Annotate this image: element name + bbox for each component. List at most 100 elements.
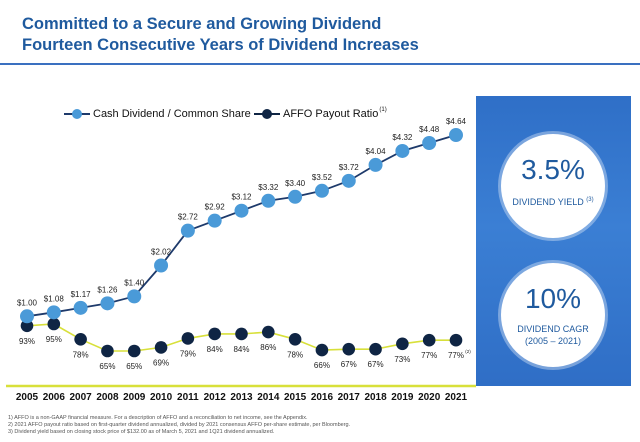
- x-tick-label: 2018: [364, 392, 387, 403]
- payout-point: [369, 342, 382, 356]
- dividend-series: $1.00 $1.08 $1.17 $1.26 $1.40 $2.02 $2.72 $2.92…: [17, 117, 467, 324]
- dividend-data-label: $4.64: [446, 117, 467, 126]
- payout-point: [262, 325, 275, 339]
- dividend-point: [207, 213, 222, 228]
- dividend-point: [127, 289, 142, 304]
- payout-data-label: 86%: [260, 343, 276, 352]
- x-axis: 2005 2006 2007 2008 2009 2010 2011 2012 2013 2014…: [6, 384, 476, 403]
- payout-point: [288, 333, 302, 346]
- payout-legend-symbol: [254, 109, 280, 119]
- payout-point: [342, 342, 356, 356]
- payout-point: [396, 337, 409, 351]
- payout-point: [181, 332, 195, 345]
- dividend-point: [20, 309, 34, 324]
- dividend-data-label: $1.00: [17, 298, 38, 307]
- payout-data-label: 78%: [287, 350, 303, 359]
- payout-data-label: 93%: [19, 337, 35, 346]
- footnote-3: 3) Dividend yield based on closing stock…: [8, 429, 275, 435]
- payout-footnote-marker: (2): [465, 349, 471, 354]
- dividend-data-label: $1.40: [124, 278, 145, 287]
- dividend-point: [261, 193, 276, 208]
- dividend-point: [234, 203, 249, 218]
- payout-data-label: 66%: [314, 361, 330, 370]
- x-tick-label: 2016: [311, 392, 334, 403]
- dividend-point: [449, 128, 463, 143]
- x-tick-label: 2005: [16, 392, 39, 403]
- dividend-data-label: $4.32: [392, 133, 413, 142]
- dividend-data-label: $3.40: [285, 179, 306, 188]
- x-tick-label: 2014: [257, 392, 280, 403]
- dividend-data-label: $3.32: [258, 183, 279, 192]
- dividend-point: [314, 183, 329, 198]
- x-tick-label: 2013: [230, 392, 253, 403]
- x-tick-label: 2011: [177, 392, 199, 403]
- payout-data-label: 67%: [368, 360, 384, 369]
- kpi-yield-label: DIVIDEND YIELD (3): [512, 197, 594, 207]
- kpi-dividend-cagr: 10% DIVIDEND CAGR (2005 – 2021): [501, 263, 605, 367]
- dividend-line: [26, 134, 457, 318]
- payout-point: [315, 343, 329, 357]
- dividend-data-label: $2.72: [178, 213, 199, 222]
- payout-point: [154, 341, 168, 354]
- footnote-2: 2) 2021 AFFO payout ratio based on first…: [8, 422, 351, 428]
- payout-data-label: 69%: [153, 358, 169, 367]
- payout-point: [20, 319, 34, 333]
- x-tick-label: 2020: [418, 392, 441, 403]
- legend-payout-footnote: (1): [379, 107, 387, 113]
- payout-data-label: 65%: [99, 362, 115, 371]
- x-tick-label: 2017: [338, 392, 361, 403]
- payout-data-label: 77%: [421, 351, 437, 360]
- payout-series: 93% 95% 78% 65% 65% 69% 79% 84% 84% 86% 78% 66% 67% 6…: [19, 317, 471, 371]
- x-tick-label: 2015: [284, 392, 307, 403]
- kpi-yield-footnote: (3): [586, 197, 594, 203]
- dividend-data-label: $2.02: [151, 248, 172, 257]
- payout-data-label: 84%: [233, 345, 249, 354]
- payout-point: [422, 333, 436, 347]
- dividend-point: [73, 300, 88, 315]
- dividend-point: [368, 157, 383, 172]
- kpi-dividend-yield: 3.5% DIVIDEND YIELD (3): [501, 134, 605, 238]
- dividend-data-label: $4.48: [419, 125, 440, 134]
- payout-point: [208, 327, 221, 341]
- dividend-data-label: $3.12: [231, 193, 252, 202]
- x-tick-label: 2019: [391, 392, 414, 403]
- payout-point: [101, 344, 114, 358]
- dividend-point: [180, 223, 195, 238]
- dividend-data-label: $1.26: [97, 285, 118, 294]
- kpi-cagr-value: 10%: [524, 283, 582, 314]
- dividend-data-label: $1.08: [44, 294, 65, 303]
- kpi-yield-value: 3.5%: [521, 154, 585, 185]
- title-line-1: Committed to a Secure and Growing Divide…: [22, 15, 382, 33]
- x-tick-label: 2008: [96, 392, 119, 403]
- payout-data-label: 67%: [341, 360, 357, 369]
- x-tick-label: 2009: [123, 392, 146, 403]
- legend-dividend-label: Cash Dividend / Common Share: [93, 108, 251, 120]
- dividend-point: [341, 173, 356, 188]
- payout-point: [47, 317, 61, 331]
- legend-payout-label: AFFO Payout Ratio: [283, 108, 379, 120]
- dividend-data-label: $2.92: [205, 203, 226, 212]
- legend-payout: AFFO Payout Ratio (1): [254, 107, 387, 120]
- payout-data-label: 77%: [448, 351, 464, 360]
- x-tick-label: 2021: [445, 392, 468, 403]
- payout-data-label: 95%: [46, 335, 62, 344]
- dividend-legend-symbol: [64, 109, 90, 119]
- legend-dividend: Cash Dividend / Common Share: [64, 108, 251, 120]
- dividend-point: [395, 143, 410, 158]
- payout-point: [74, 333, 87, 346]
- payout-point: [235, 327, 248, 341]
- payout-point: [449, 333, 463, 347]
- dividend-data-label: $3.72: [339, 163, 360, 172]
- x-tick-label: 2006: [43, 392, 66, 403]
- payout-data-label: 73%: [394, 355, 410, 364]
- x-tick-label: 2012: [204, 392, 227, 403]
- dividend-point: [422, 135, 437, 150]
- x-tick-label: 2010: [150, 392, 173, 403]
- dividend-point: [100, 296, 115, 311]
- footnote-1: 1) AFFO is a non-GAAP financial measure.…: [8, 415, 308, 421]
- kpi-cagr-label: DIVIDEND CAGR (2005 – 2021): [517, 324, 589, 346]
- dividend-data-label: $1.17: [71, 290, 92, 299]
- payout-data-label: 65%: [126, 362, 142, 371]
- payout-data-label: 79%: [180, 349, 196, 358]
